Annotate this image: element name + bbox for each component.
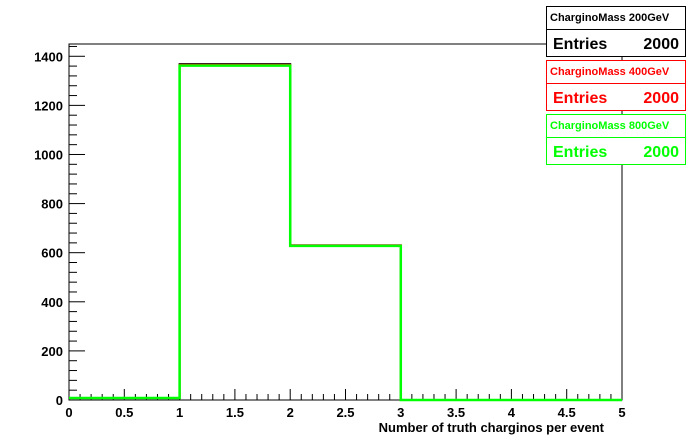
stat-entries-row: Entries 2000 xyxy=(547,30,685,58)
axis-ticks xyxy=(68,45,623,401)
x-tick-label: 0 xyxy=(65,405,72,420)
x-tick-label: 0.5 xyxy=(115,405,133,420)
x-tick-label: 3 xyxy=(397,405,404,420)
x-tick-label: 4.5 xyxy=(558,405,576,420)
x-axis-label: Number of truth charginos per event xyxy=(379,420,605,435)
entries-value: 2000 xyxy=(643,144,679,161)
x-tick-labels: 0 0.5 1 1.5 2 2.5 3 3.5 4 4.5 5 xyxy=(65,405,625,420)
y-tick-label: 1000 xyxy=(34,147,63,162)
histogram-series-2 xyxy=(69,63,622,401)
stat-box-800gev: CharginoMass 800GeV Entries 2000 xyxy=(546,114,686,165)
x-tick-label: 4 xyxy=(508,405,516,420)
y-tick-label: 0 xyxy=(56,393,63,408)
entries-label: Entries xyxy=(553,36,608,53)
entries-label: Entries xyxy=(553,144,608,161)
y-tick-label: 200 xyxy=(41,344,63,359)
plot-frame xyxy=(68,43,623,401)
stat-box-title: CharginoMass 200GeV xyxy=(547,7,685,30)
x-tick-label: 1 xyxy=(176,405,183,420)
y-tick-label: 800 xyxy=(41,197,63,212)
entries-value: 2000 xyxy=(643,90,679,107)
histogram-series-1 xyxy=(69,63,622,401)
y-tick-labels: 0 200 400 600 800 1000 1200 1400 xyxy=(34,49,63,408)
x-tick-label: 2 xyxy=(287,405,294,420)
stat-entries-row: Entries 2000 xyxy=(547,138,685,166)
y-tick-label: 600 xyxy=(41,246,63,261)
entries-value: 2000 xyxy=(643,36,679,53)
stat-box-400gev: CharginoMass 400GeV Entries 2000 xyxy=(546,60,686,111)
stat-entries-row: Entries 2000 xyxy=(547,84,685,112)
stat-box-200gev: CharginoMass 200GeV Entries 2000 xyxy=(546,6,686,57)
series-layer xyxy=(69,63,622,402)
stat-box-title: CharginoMass 800GeV xyxy=(547,115,685,138)
x-tick-label: 3.5 xyxy=(447,405,465,420)
x-tick-label: 1.5 xyxy=(226,405,244,420)
stat-box-title: CharginoMass 400GeV xyxy=(547,61,685,84)
x-tick-label: 2.5 xyxy=(336,405,354,420)
entries-label: Entries xyxy=(553,90,608,107)
y-tick-label: 400 xyxy=(41,295,63,310)
y-tick-label: 1200 xyxy=(34,98,63,113)
y-tick-label: 1400 xyxy=(34,49,63,64)
histogram-series-3 xyxy=(69,64,622,402)
x-tick-label: 5 xyxy=(618,405,625,420)
